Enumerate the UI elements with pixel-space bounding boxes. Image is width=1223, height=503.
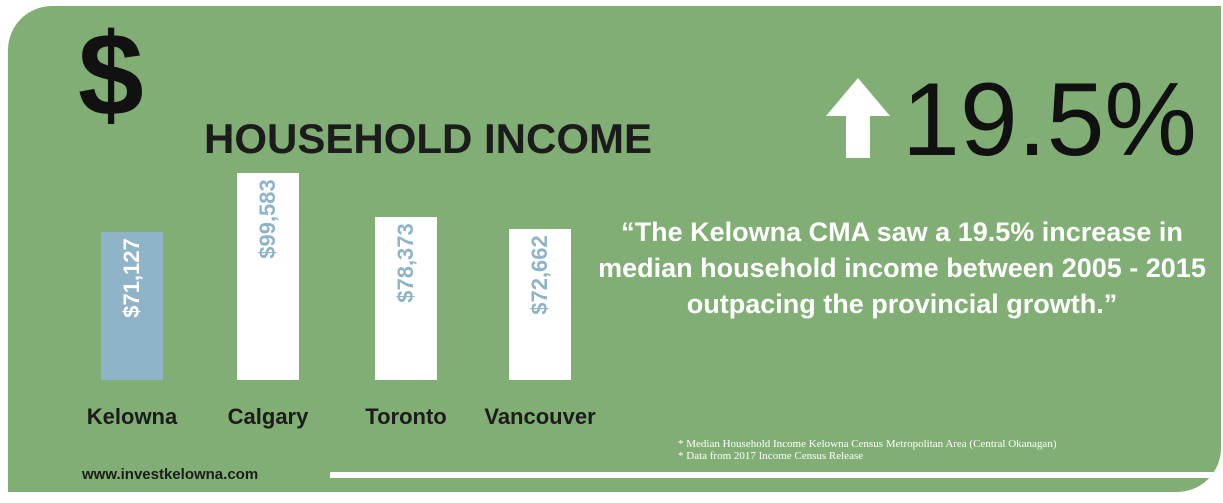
bar-value-label: $78,373	[393, 223, 418, 303]
bar-vancouver: $72,662	[509, 229, 571, 380]
up-arrow-icon	[826, 78, 890, 158]
growth-percent: 19.5%	[902, 62, 1197, 178]
bar-toronto: $78,373	[375, 217, 437, 380]
footnote: * Data from 2017 Income Census Release	[678, 450, 864, 462]
headline: HOUSEHOLD INCOME	[204, 115, 653, 162]
divider	[330, 472, 1221, 478]
quote-text: “The Kelowna CMA saw a 19.5% increase in…	[598, 217, 1206, 319]
category-label: Calgary	[227, 404, 309, 429]
category-label: Toronto	[365, 404, 447, 429]
website-link[interactable]: www.investkelowna.com	[82, 466, 259, 483]
bar-value-label: $99,583	[255, 179, 280, 259]
category-label: Kelowna	[86, 404, 178, 429]
infographic-card: $ HOUSEHOLD INCOME 19.5% $71,127 Kelowna $…	[8, 6, 1221, 492]
bar-value-label: $72,662	[527, 235, 552, 315]
footnotes: * Median Household Income Kelowna Census…	[678, 438, 1056, 462]
category-label: Vancouver	[484, 404, 596, 429]
bar-value-label: $71,127	[119, 238, 144, 318]
footnote: * Median Household Income Kelowna Census…	[678, 438, 1057, 450]
bar-kelowna: $71,127	[101, 232, 163, 380]
dollar-icon: $	[78, 9, 144, 141]
bar-calgary: $99,583	[237, 173, 299, 380]
